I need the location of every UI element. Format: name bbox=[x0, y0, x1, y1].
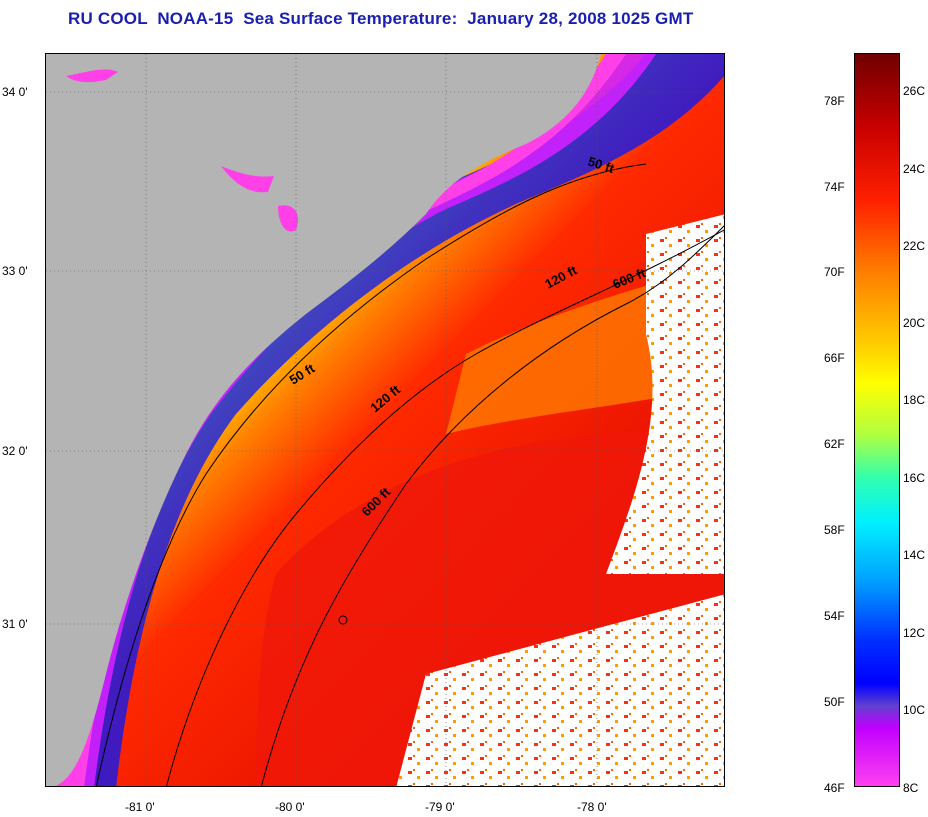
depth-label-layer: 50 ft 120 ft 600 ft 50 ft 120 ft 600 ft bbox=[45, 53, 725, 787]
colorbar-label-62f: 62F bbox=[824, 437, 845, 451]
colorbar-label-12c: 12C bbox=[903, 626, 925, 640]
lon-label-79: -79 0' bbox=[425, 800, 455, 814]
colorbar-label-46f: 46F bbox=[824, 781, 845, 795]
lat-label-32: 32 0' bbox=[2, 444, 28, 458]
lon-label-78: -78 0' bbox=[577, 800, 607, 814]
colorbar-label-58f: 58F bbox=[824, 523, 845, 537]
lon-label-80: -80 0' bbox=[275, 800, 305, 814]
lat-label-31: 31 0' bbox=[2, 617, 28, 631]
depth-label-600ft-north: 600 ft bbox=[611, 265, 649, 292]
lon-label-81: -81 0' bbox=[125, 800, 155, 814]
colorbar-label-26c: 26C bbox=[903, 84, 925, 98]
colorbar-label-66f: 66F bbox=[824, 351, 845, 365]
lat-label-34: 34 0' bbox=[2, 85, 28, 99]
depth-label-120ft: 120 ft bbox=[367, 382, 403, 416]
colorbar-label-22c: 22C bbox=[903, 239, 925, 253]
colorbar-label-16c: 16C bbox=[903, 471, 925, 485]
depth-label-600ft: 600 ft bbox=[359, 484, 394, 519]
colorbar-label-24c: 24C bbox=[903, 162, 925, 176]
map-title: RU COOL NOAA-15 Sea Surface Temperature:… bbox=[68, 9, 693, 29]
depth-label-50ft-north: 50 ft bbox=[586, 154, 617, 177]
colorbar-label-8c: 8C bbox=[903, 781, 918, 795]
colorbar-label-54f: 54F bbox=[824, 609, 845, 623]
colorbar-label-50f: 50F bbox=[824, 695, 845, 709]
lat-label-33: 33 0' bbox=[2, 264, 28, 278]
colorbar-label-70f: 70F bbox=[824, 265, 845, 279]
colorbar-label-78f: 78F bbox=[824, 94, 845, 108]
temperature-colorbar bbox=[854, 53, 900, 787]
colorbar-label-14c: 14C bbox=[903, 548, 925, 562]
colorbar-label-10c: 10C bbox=[903, 703, 925, 717]
depth-label-50ft: 50 ft bbox=[287, 360, 318, 387]
colorbar-label-20c: 20C bbox=[903, 316, 925, 330]
depth-label-120ft-north: 120 ft bbox=[542, 262, 580, 292]
colorbar-label-74f: 74F bbox=[824, 180, 845, 194]
colorbar-label-18c: 18C bbox=[903, 393, 925, 407]
